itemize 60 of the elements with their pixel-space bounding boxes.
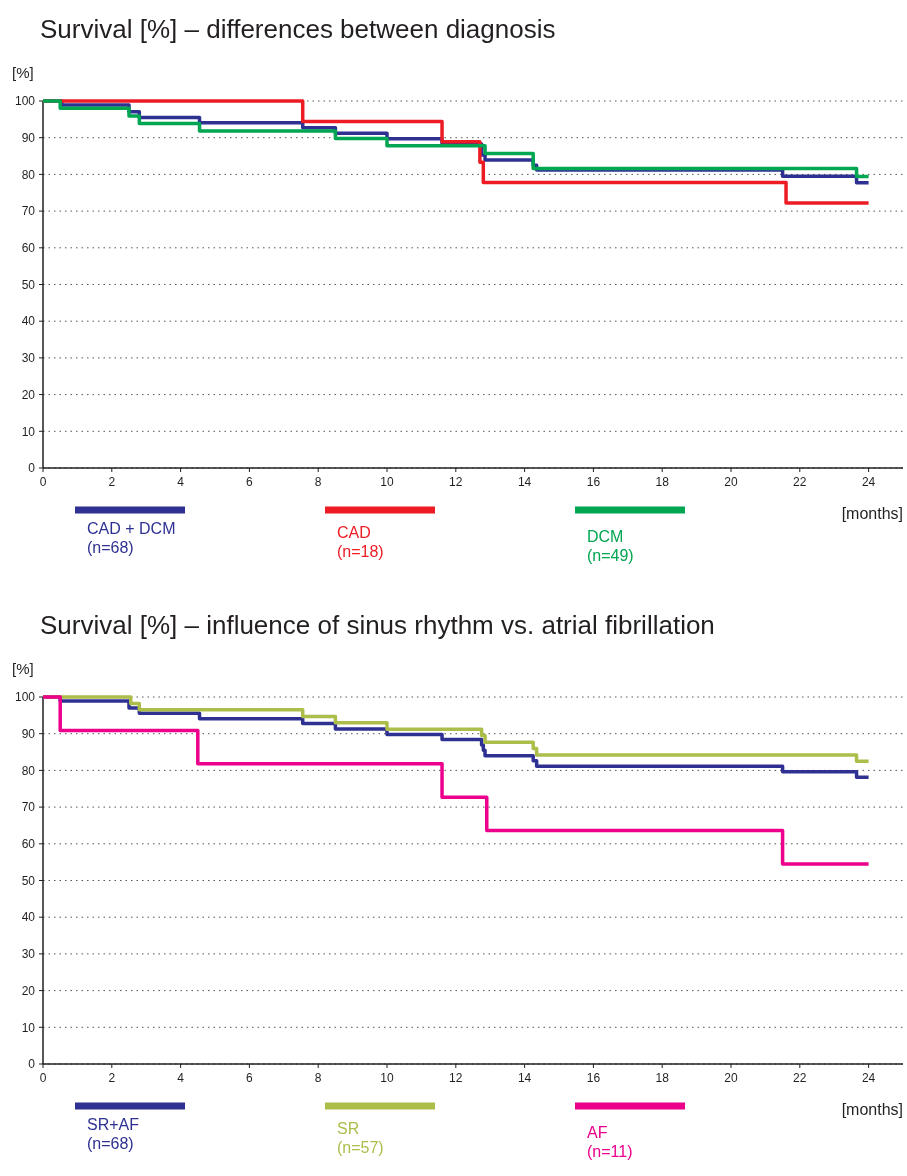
x-axis-title: [months] <box>841 505 903 522</box>
x-tick-label: 20 <box>724 475 738 489</box>
x-tick-label: 2 <box>108 475 116 489</box>
x-tick-label: 10 <box>380 1071 394 1085</box>
x-tick-label: 0 <box>39 475 47 489</box>
x-tick-label: 18 <box>655 1071 670 1085</box>
text: CAD + DCM (n=68) <box>87 520 176 556</box>
x-tick-label: 4 <box>177 1071 185 1085</box>
x-tick-label: 24 <box>861 1071 876 1085</box>
text: SR+AF (n=68) <box>87 1116 140 1152</box>
y-tick-label: 90 <box>21 130 36 145</box>
y-tick-label: 30 <box>21 947 36 962</box>
y-tick-label: 20 <box>21 983 36 998</box>
text: AF (n=11) <box>587 1124 633 1160</box>
x-tick-label: 12 <box>449 475 463 489</box>
y-tick-label: 10 <box>21 1020 36 1035</box>
y-tick-label: 40 <box>21 910 36 925</box>
chart-title: Survival [%] – influence of sinus rhythm vs. atrial fibrillation <box>40 610 715 640</box>
x-tick-label: 6 <box>246 475 254 489</box>
x-tick-label: 8 <box>314 1071 322 1085</box>
y-tick-label: 70 <box>21 800 36 815</box>
y-tick-label: 0 <box>28 461 36 476</box>
y-tick-label: 50 <box>21 873 36 888</box>
x-tick-label: 10 <box>380 475 394 489</box>
x-tick-label: 22 <box>793 1071 807 1085</box>
x-tick-label: 2 <box>108 1071 116 1085</box>
x-tick-label: 16 <box>586 475 601 489</box>
y-axis-title: [%] <box>12 64 34 81</box>
y-tick-label: 60 <box>21 837 36 851</box>
y-tick-label: 100 <box>14 94 36 109</box>
y-tick-label: 30 <box>21 351 36 366</box>
x-tick-label: 14 <box>517 475 532 489</box>
x-tick-label: 12 <box>449 1071 463 1085</box>
text: DCM (n=49) <box>587 528 634 564</box>
x-tick-label: 20 <box>724 1071 738 1085</box>
text: SR (n=57) <box>337 1120 384 1156</box>
y-tick-label: 80 <box>21 763 36 778</box>
x-tick-label: 18 <box>655 475 670 489</box>
y-tick-label: 0 <box>28 1057 36 1072</box>
y-tick-label: 20 <box>21 387 36 402</box>
x-tick-label: 0 <box>39 1071 47 1085</box>
x-tick-label: 6 <box>246 1071 254 1085</box>
x-axis-title: [months] <box>841 1101 903 1118</box>
x-tick-label: 8 <box>314 475 322 489</box>
text: CAD (n=18) <box>337 524 384 560</box>
x-tick-label: 22 <box>793 475 807 489</box>
y-tick-label: 60 <box>21 241 36 255</box>
y-tick-label: 40 <box>21 314 36 329</box>
x-tick-label: 24 <box>861 475 876 489</box>
y-tick-label: 80 <box>21 167 36 182</box>
x-tick-label: 16 <box>586 1071 601 1085</box>
y-tick-label: 10 <box>21 424 36 439</box>
y-tick-label: 90 <box>21 726 36 741</box>
x-tick-label: 4 <box>177 475 185 489</box>
y-tick-label: 100 <box>14 690 36 705</box>
chart-title: Survival [%] – differences between diagnosis <box>40 14 556 44</box>
y-tick-label: 50 <box>21 277 36 292</box>
y-axis-title: [%] <box>12 660 34 677</box>
x-tick-label: 14 <box>517 1071 532 1085</box>
y-tick-label: 70 <box>21 204 36 219</box>
